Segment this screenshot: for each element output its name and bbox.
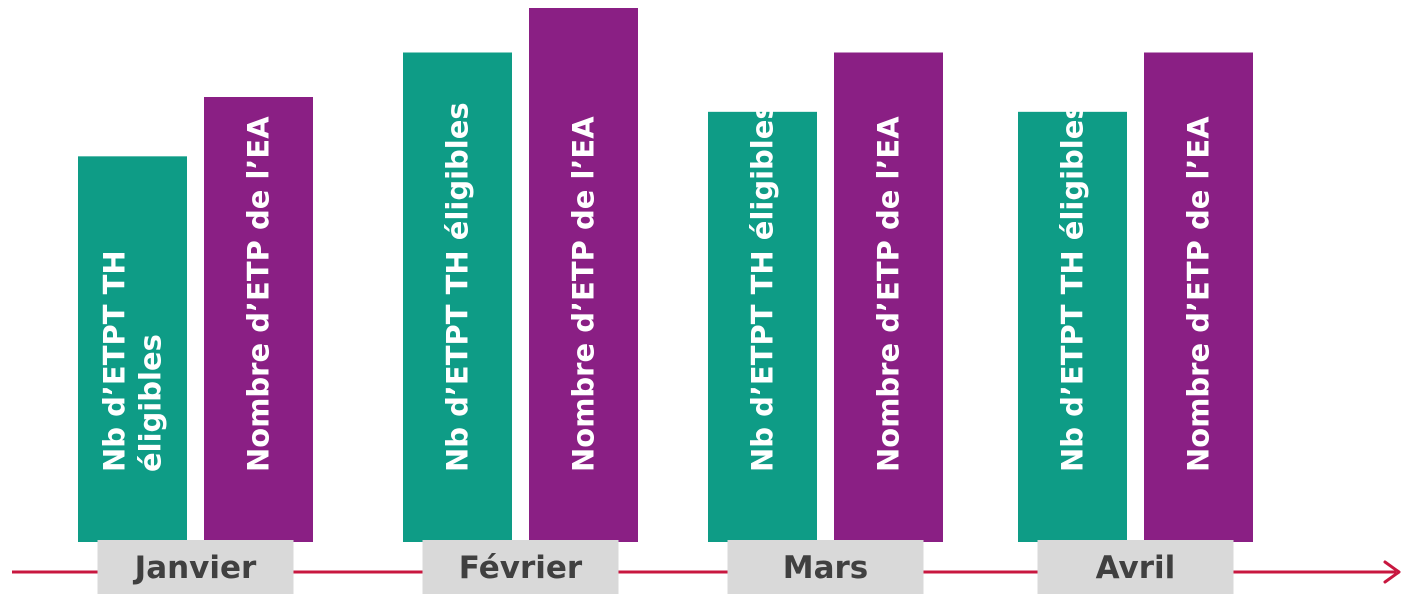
bar-label-line: Nombre d’ETP de l’EA <box>872 116 906 472</box>
bars: Nb d’ETPT THéligibles Nombre d’ETP de l’E… <box>78 8 1253 543</box>
month-label-4: Avril <box>1096 550 1176 586</box>
bar-label-line: Nb d’ETPT TH éligibles <box>1056 102 1090 472</box>
bar-etpt-th-3 <box>708 111 817 542</box>
timeline-arrow-icon <box>1383 560 1401 584</box>
bar-etp-ea-1 <box>204 97 313 542</box>
bar-etp-ea-4 <box>1144 52 1253 542</box>
bar-label-line: Nb d’ETPT TH éligibles <box>746 102 780 472</box>
month-box-2 <box>422 540 619 594</box>
month-label-1: Janvier <box>133 550 257 586</box>
month-box-4 <box>1037 540 1234 594</box>
bar-label-etpt-th-2: Nb d’ETPT TH éligibles <box>441 102 475 472</box>
bar-label-etpt-th-3: Nb d’ETPT TH éligibles <box>746 102 780 472</box>
bar-etpt-th-2 <box>403 52 512 542</box>
bar-label-etp-ea-2: Nombre d’ETP de l’EA <box>567 116 601 472</box>
bar-label-line: éligibles <box>134 334 168 472</box>
bar-label-line: Nb d’ETPT TH éligibles <box>441 102 475 472</box>
bar-label-etpt-th-4: Nb d’ETPT TH éligibles <box>1056 102 1090 472</box>
bar-label-etp-ea-3: Nombre d’ETP de l’EA <box>872 116 906 472</box>
bar-label-line: Nombre d’ETP de l’EA <box>567 116 601 472</box>
bar-etpt-th-1 <box>78 156 187 543</box>
bar-label-line: Nb d’ETPT TH <box>98 250 132 472</box>
bar-etp-ea-2 <box>529 8 638 542</box>
bar-label-line: Nombre d’ETP de l’EA <box>242 116 276 472</box>
bar-label-etpt-th-1: Nb d’ETPT THéligibles <box>98 250 168 472</box>
month-box-1 <box>97 540 294 594</box>
bar-etp-ea-3 <box>834 52 943 542</box>
bar-label-line: Nombre d’ETP de l’EA <box>1182 116 1216 472</box>
bar-etpt-th-4 <box>1018 111 1127 542</box>
bar-label-etp-ea-4: Nombre d’ETP de l’EA <box>1182 116 1216 472</box>
month-label-2: Février <box>459 550 583 586</box>
month-label-3: Mars <box>783 550 869 586</box>
month-box-3 <box>727 540 924 594</box>
month-labels: Janvier Février Mars Avril <box>97 540 1234 594</box>
bar-label-etp-ea-1: Nombre d’ETP de l’EA <box>242 116 276 472</box>
